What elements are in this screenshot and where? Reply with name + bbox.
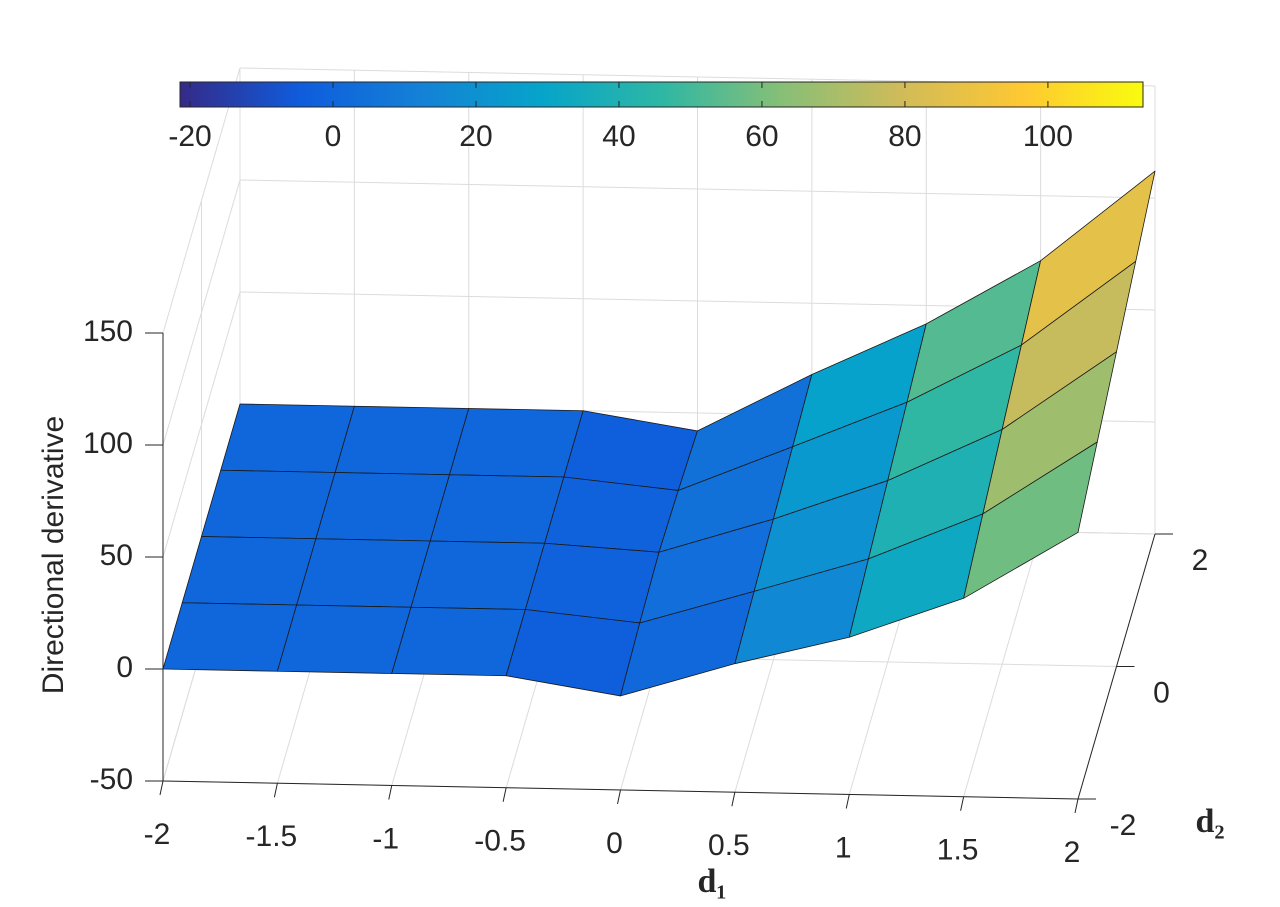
y-axis-label: d₂: [1195, 803, 1224, 840]
x-tick: [273, 783, 278, 798]
x-axis-label: d₁: [697, 863, 726, 900]
z-tick-label: 150: [83, 315, 133, 348]
x-tick-label: 1.5: [937, 834, 979, 867]
x-tick-label: 0.5: [708, 829, 750, 862]
colorbar-tick-label: 40: [602, 120, 635, 153]
colorbar-tick-label: 60: [745, 120, 778, 153]
x-tick-label: -2: [144, 818, 171, 851]
surface-patch: [334, 405, 470, 476]
colorbar-tick-label: 100: [1023, 120, 1073, 153]
colorbar-tick-label: -20: [168, 120, 211, 153]
y-tick-label: -2: [1110, 809, 1137, 842]
x-tick-label: 0: [606, 827, 623, 860]
surface-patch: [563, 410, 698, 491]
surface-patch: [276, 604, 412, 674]
x-tick: [1074, 798, 1079, 814]
colorbar: [179, 81, 1144, 108]
surface-patch: [162, 602, 298, 672]
z-tick-label: -50: [90, 763, 133, 796]
colorbar-tick-label: 80: [888, 120, 921, 153]
x-tick-label: 1: [835, 831, 852, 864]
surface-patch: [220, 403, 355, 473]
colorbar-tick-label: 20: [459, 120, 492, 153]
surface-patch: [315, 472, 450, 542]
surface-patch: [410, 540, 546, 610]
x-tick-label: -1.5: [246, 820, 298, 853]
y-tick-label: 2: [1192, 544, 1209, 577]
x-tick: [845, 794, 850, 809]
surface-patch: [296, 538, 431, 608]
colorbar-tick-label: 0: [325, 120, 342, 153]
x-tick: [960, 796, 965, 811]
grid-line: [162, 179, 241, 446]
grid-line: [162, 67, 241, 334]
x-tick: [731, 792, 736, 807]
surface-patch: [391, 606, 526, 677]
x-tick-label: 2: [1064, 836, 1081, 869]
x-tick: [502, 787, 507, 802]
x-tick: [617, 789, 621, 805]
z-axis-label: Directional derivative: [37, 416, 70, 694]
grid-line: [162, 291, 241, 558]
surface-patch: [181, 536, 317, 606]
x-tick: [159, 780, 164, 796]
y-tick-label: 0: [1153, 676, 1170, 709]
surface-patch: [505, 609, 641, 697]
surface-patch: [429, 474, 565, 544]
x-tick-label: -0.5: [474, 825, 526, 858]
surface-patch: [544, 476, 679, 553]
x-tick: [388, 785, 393, 800]
surface-patch: [201, 469, 336, 540]
surface-patch: [524, 542, 660, 624]
surface-patch: [963, 441, 1098, 599]
z-tick-label: 0: [116, 651, 133, 684]
x-tick-label: -1: [372, 822, 399, 855]
surface-patch: [449, 408, 584, 478]
grid-line: [239, 179, 1156, 199]
z-tick-label: 100: [83, 427, 133, 460]
z-tick-label: 50: [100, 539, 133, 572]
